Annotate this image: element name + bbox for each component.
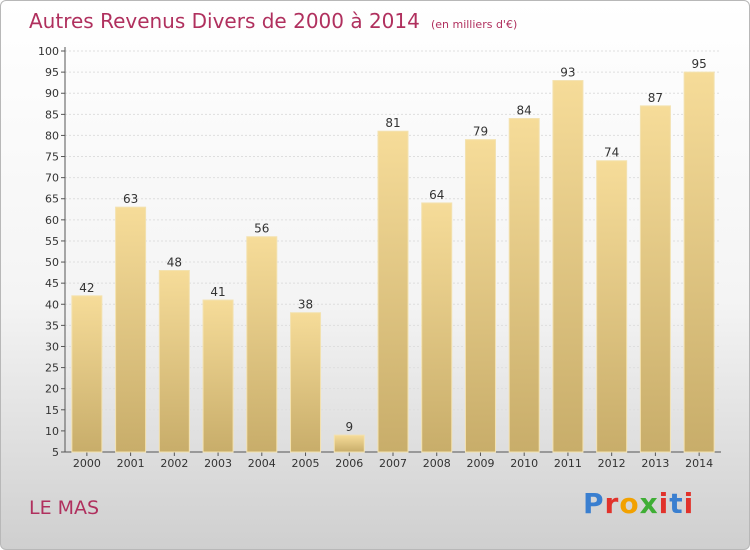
y-tick-label: 35 bbox=[45, 319, 59, 332]
y-tick-label: 20 bbox=[45, 383, 59, 396]
bar-value-label: 81 bbox=[385, 116, 400, 130]
x-tick-label: 2011 bbox=[554, 457, 582, 470]
chart-title: Autres Revenus Divers de 2000 à 2014 (en… bbox=[29, 9, 517, 33]
bar-value-label: 95 bbox=[691, 57, 706, 71]
logo-letter: P bbox=[583, 487, 605, 520]
bar bbox=[596, 160, 628, 453]
bar-value-label: 74 bbox=[604, 146, 619, 160]
bar bbox=[464, 139, 496, 453]
y-tick-label: 10 bbox=[45, 425, 59, 438]
bar-value-label: 93 bbox=[560, 66, 575, 80]
bar-value-label: 63 bbox=[123, 192, 138, 206]
x-tick-label: 2006 bbox=[335, 457, 363, 470]
y-tick-label: 65 bbox=[45, 193, 59, 206]
logo-letter: x bbox=[639, 487, 659, 520]
y-tick-label: 100 bbox=[38, 45, 59, 58]
x-tick-label: 2002 bbox=[160, 457, 188, 470]
y-tick-label: 75 bbox=[45, 151, 59, 164]
logo-letter: r bbox=[604, 487, 620, 520]
x-tick-label: 2009 bbox=[466, 457, 494, 470]
bar-value-label: 42 bbox=[79, 281, 94, 295]
bar bbox=[158, 269, 190, 453]
bar bbox=[377, 130, 409, 453]
x-tick-label: 2005 bbox=[292, 457, 320, 470]
proxiti-logo: Proxiti bbox=[583, 487, 694, 520]
logo-letter: t bbox=[669, 487, 684, 520]
x-tick-label: 2012 bbox=[598, 457, 626, 470]
bar bbox=[202, 299, 234, 453]
bar bbox=[683, 71, 715, 453]
y-tick-label: 95 bbox=[45, 66, 59, 79]
place-name: LE MAS bbox=[29, 497, 100, 519]
bar bbox=[115, 206, 147, 453]
y-tick-label: 50 bbox=[45, 256, 59, 269]
data-labels: 42 63 48 41 56 38 9 81 64 79 84 93 74 87 95 bbox=[79, 57, 707, 434]
y-tick-label: 40 bbox=[45, 298, 59, 311]
bar-value-label: 38 bbox=[298, 298, 313, 312]
bar-value-label: 87 bbox=[648, 91, 663, 105]
x-tick-label: 2014 bbox=[685, 457, 713, 470]
bar-value-label: 64 bbox=[429, 188, 444, 202]
bar bbox=[421, 202, 453, 453]
y-tick-label: 70 bbox=[45, 172, 59, 185]
logo-letter: i bbox=[683, 487, 695, 520]
x-tick-label: 2007 bbox=[379, 457, 407, 470]
y-tick-label: 15 bbox=[45, 404, 59, 417]
bar bbox=[246, 236, 278, 453]
x-tick-label: 2013 bbox=[641, 457, 669, 470]
logo-letter: o bbox=[619, 487, 640, 520]
y-tick-label: 80 bbox=[45, 129, 59, 142]
y-tick-label: 90 bbox=[45, 87, 59, 100]
x-tick-label: 2008 bbox=[423, 457, 451, 470]
bar bbox=[552, 80, 584, 453]
x-tick-label: 2000 bbox=[73, 457, 101, 470]
y-tick-label: 5 bbox=[52, 446, 59, 459]
chart-title-text: Autres Revenus Divers de 2000 à 2014 bbox=[29, 9, 420, 33]
x-tick-label: 2010 bbox=[510, 457, 538, 470]
bar bbox=[639, 105, 671, 453]
y-tick-label: 45 bbox=[45, 277, 59, 290]
bars bbox=[71, 71, 715, 453]
bar-value-label: 48 bbox=[167, 255, 182, 269]
chart-unit: (en milliers d'€) bbox=[430, 18, 518, 31]
bar bbox=[508, 118, 540, 453]
bar-value-label: 56 bbox=[254, 222, 269, 236]
bar-value-label: 84 bbox=[517, 104, 532, 118]
y-tick-label: 85 bbox=[45, 108, 59, 121]
bar bbox=[71, 295, 103, 453]
bar bbox=[333, 434, 365, 453]
y-tick-label: 60 bbox=[45, 214, 59, 227]
y-tick-label: 55 bbox=[45, 235, 59, 248]
x-tick-label: 2001 bbox=[117, 457, 145, 470]
bar bbox=[290, 312, 322, 453]
bar-value-label: 9 bbox=[345, 420, 353, 434]
y-tick-label: 25 bbox=[45, 362, 59, 375]
x-tick-label: 2004 bbox=[248, 457, 276, 470]
bar-value-label: 41 bbox=[210, 285, 225, 299]
axes: 5 10 15 20 25 30 35 40 45 50 55 60 65 70 75 80 85 90 95 100… bbox=[38, 45, 721, 470]
x-tick-label: 2003 bbox=[204, 457, 232, 470]
logo-letter: i bbox=[658, 487, 670, 520]
y-tick-label: 30 bbox=[45, 340, 59, 353]
bar-value-label: 79 bbox=[473, 125, 488, 139]
